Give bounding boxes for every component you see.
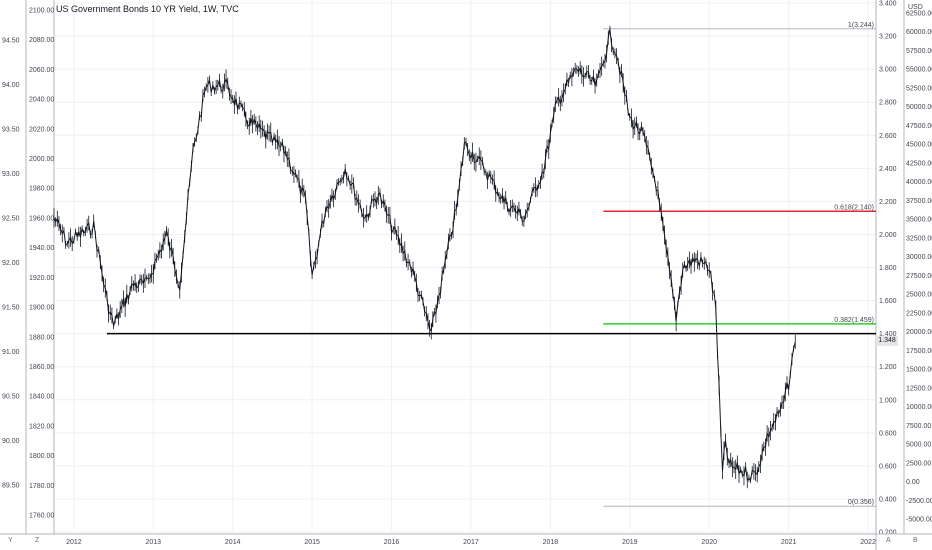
left-inner-tick-label: 1980.00 xyxy=(29,186,54,193)
right-outer-tick-label: 2500.00 xyxy=(906,460,931,467)
left-outer-tick-label: 94.00 xyxy=(2,82,20,89)
chart-title: US Government Bonds 10 YR Yield, 1W, TVC xyxy=(56,4,239,14)
x-tick-label: 2018 xyxy=(543,539,559,546)
right-outer-tick-label: 32500.00 xyxy=(906,235,932,242)
bottom-key-z[interactable]: Z xyxy=(35,537,40,544)
bottom-key-b[interactable]: B xyxy=(913,537,918,544)
right-outer-tick-label: 10000.00 xyxy=(906,404,932,411)
right-outer-tick-label: 5000.00 xyxy=(906,442,931,449)
right-outer-tick-label: 50000.00 xyxy=(906,104,932,111)
x-tick-label: 2014 xyxy=(225,539,241,546)
right-outer-tick-label: 52500.00 xyxy=(906,85,932,92)
left-outer-tick-label: 90.50 xyxy=(2,394,20,401)
left-inner-tick-label: 2020.00 xyxy=(29,126,54,133)
right-yield-tick-label: 0.600 xyxy=(879,463,897,470)
left-outer-tick-label: 92.50 xyxy=(2,216,20,223)
x-tick-label: 2012 xyxy=(66,539,82,546)
level-label: 0.618(2.140) xyxy=(834,204,874,211)
left-outer-tick-label: 93.50 xyxy=(2,127,20,134)
x-tick-label: 2017 xyxy=(463,539,479,546)
currency-unit-label: USD xyxy=(908,4,923,11)
right-outer-tick-label: -5000.00 xyxy=(906,517,932,524)
right-yield-tick-label: 2.800 xyxy=(879,100,897,107)
x-tick-label: 2021 xyxy=(781,539,797,546)
right-yield-tick-label: 0.200 xyxy=(879,530,897,537)
left-outer-tick-label: 91.50 xyxy=(2,305,20,312)
price-series-line xyxy=(53,29,796,482)
right-outer-tick-label: 35000.00 xyxy=(906,217,932,224)
x-tick-label: 2016 xyxy=(384,539,400,546)
left-inner-tick-label: 1920.00 xyxy=(29,275,54,282)
left-inner-tick-label: 2100.00 xyxy=(29,8,54,15)
right-yield-tick-label: 2.200 xyxy=(879,199,897,206)
right-yield-tick-label: 3.000 xyxy=(879,67,897,74)
right-yield-tick-label: 1.400 xyxy=(879,331,897,338)
right-yield-tick-label: 3.200 xyxy=(879,34,897,41)
right-outer-tick-label: 62500.00 xyxy=(906,11,932,18)
right-yield-tick-label: 1.000 xyxy=(879,397,897,404)
right-yield-tick-label: 0.400 xyxy=(879,496,897,503)
x-tick-label: 2013 xyxy=(145,539,161,546)
left-inner-tick-label: 2000.00 xyxy=(29,156,54,163)
left-outer-tick-label: 93.00 xyxy=(2,171,20,178)
right-outer-tick-label: 45000.00 xyxy=(906,142,932,149)
right-outer-tick-label: 27500.00 xyxy=(906,273,932,280)
right-outer-tick-label: 40000.00 xyxy=(906,179,932,186)
bottom-key-a[interactable]: A xyxy=(886,537,891,544)
left-inner-tick-label: 2040.00 xyxy=(29,97,54,104)
left-inner-tick-label: 1860.00 xyxy=(29,364,54,371)
left-inner-tick-label: 1820.00 xyxy=(29,423,54,430)
right-yield-tick-label: 1.600 xyxy=(879,298,897,305)
left-inner-tick-label: 1880.00 xyxy=(29,334,54,341)
x-tick-label: 2019 xyxy=(622,539,638,546)
right-yield-tick-label: 3.400 xyxy=(879,1,897,8)
right-outer-tick-label: 42500.00 xyxy=(906,160,932,167)
right-yield-tick-label: 1.200 xyxy=(879,364,897,371)
left-outer-tick-label: 89.50 xyxy=(2,483,20,490)
right-outer-tick-label: 55000.00 xyxy=(906,67,932,74)
left-outer-tick-label: 92.00 xyxy=(2,260,20,267)
level-label: 1(3.244) xyxy=(848,22,874,29)
level-label: 0(0.356) xyxy=(848,499,874,506)
x-tick-label: 2015 xyxy=(304,539,320,546)
left-inner-tick-label: 1840.00 xyxy=(29,394,54,401)
right-outer-tick-label: 7500.00 xyxy=(906,423,931,430)
right-outer-tick-label: 37500.00 xyxy=(906,198,932,205)
right-outer-tick-label: 30000.00 xyxy=(906,254,932,261)
left-inner-tick-label: 2080.00 xyxy=(29,37,54,44)
left-inner-tick-label: 1960.00 xyxy=(29,215,54,222)
left-inner-tick-label: 1940.00 xyxy=(29,245,54,252)
last-price-badge: 1.348 xyxy=(876,336,898,346)
right-outer-tick-label: 22500.00 xyxy=(906,310,932,317)
bottom-key-y[interactable]: Y xyxy=(8,537,13,544)
left-inner-tick-label: 1800.00 xyxy=(29,453,54,460)
right-outer-tick-label: 0.00 xyxy=(906,479,920,486)
right-outer-tick-label: 47500.00 xyxy=(906,123,932,130)
right-yield-tick-label: 2.000 xyxy=(879,232,897,239)
left-outer-tick-label: 94.50 xyxy=(2,38,20,45)
left-outer-tick-label: 90.00 xyxy=(2,438,20,445)
left-inner-tick-label: 1900.00 xyxy=(29,305,54,312)
left-outer-tick-label: 91.00 xyxy=(2,349,20,356)
level-label: 0.382(1.459) xyxy=(834,317,874,324)
right-outer-tick-label: 12500.00 xyxy=(906,385,932,392)
right-yield-tick-label: 1.800 xyxy=(879,265,897,272)
left-inner-tick-label: 2060.00 xyxy=(29,67,54,74)
x-tick-label: 2022 xyxy=(860,539,876,546)
right-outer-tick-label: 57500.00 xyxy=(906,48,932,55)
right-outer-tick-label: 20000.00 xyxy=(906,329,932,336)
left-inner-tick-label: 1780.00 xyxy=(29,483,54,490)
right-yield-tick-label: 2.600 xyxy=(879,133,897,140)
x-tick-label: 2020 xyxy=(701,539,717,546)
right-yield-tick-label: 0.800 xyxy=(879,430,897,437)
right-outer-tick-label: 25000.00 xyxy=(906,292,932,299)
right-outer-tick-label: 17500.00 xyxy=(906,348,932,355)
right-outer-tick-label: 60000.00 xyxy=(906,29,932,36)
right-outer-tick-label: -2500.00 xyxy=(906,498,932,505)
right-yield-tick-label: 2.400 xyxy=(879,166,897,173)
right-outer-tick-label: 15000.00 xyxy=(906,367,932,374)
left-inner-tick-label: 1760.00 xyxy=(29,513,54,520)
